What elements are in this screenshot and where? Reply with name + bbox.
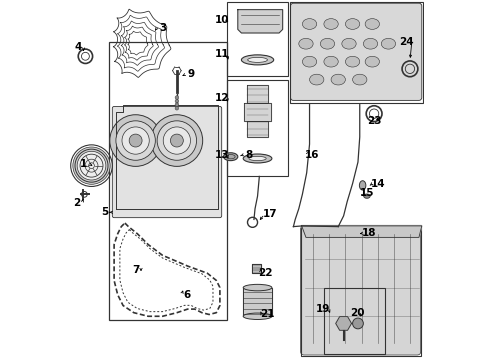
Circle shape bbox=[77, 151, 106, 180]
Ellipse shape bbox=[223, 153, 238, 161]
Text: 16: 16 bbox=[305, 150, 319, 160]
Bar bbox=[227, 80, 288, 176]
Polygon shape bbox=[336, 316, 351, 330]
Circle shape bbox=[157, 121, 196, 160]
Polygon shape bbox=[247, 121, 269, 137]
Ellipse shape bbox=[242, 55, 274, 65]
Text: 9: 9 bbox=[188, 69, 195, 79]
Bar bbox=[324, 288, 385, 354]
Ellipse shape bbox=[365, 56, 379, 67]
Circle shape bbox=[163, 127, 191, 154]
Ellipse shape bbox=[243, 284, 272, 291]
Circle shape bbox=[110, 115, 161, 166]
Circle shape bbox=[73, 147, 110, 184]
Ellipse shape bbox=[302, 56, 317, 67]
Text: 8: 8 bbox=[245, 150, 252, 160]
Circle shape bbox=[122, 127, 149, 154]
Polygon shape bbox=[247, 85, 269, 103]
Ellipse shape bbox=[243, 154, 272, 163]
Circle shape bbox=[175, 99, 179, 103]
Ellipse shape bbox=[353, 74, 367, 85]
Bar bbox=[109, 42, 227, 320]
Ellipse shape bbox=[359, 181, 366, 190]
Circle shape bbox=[353, 318, 364, 329]
Text: 20: 20 bbox=[350, 308, 364, 318]
Circle shape bbox=[151, 115, 203, 166]
Circle shape bbox=[129, 134, 142, 147]
Ellipse shape bbox=[364, 194, 370, 198]
Ellipse shape bbox=[310, 74, 324, 85]
Text: 6: 6 bbox=[183, 290, 191, 300]
FancyBboxPatch shape bbox=[291, 3, 422, 100]
Text: 24: 24 bbox=[399, 37, 414, 47]
Text: 21: 21 bbox=[260, 310, 274, 319]
Ellipse shape bbox=[320, 39, 335, 49]
Ellipse shape bbox=[345, 56, 360, 67]
Ellipse shape bbox=[365, 19, 379, 30]
Polygon shape bbox=[243, 288, 272, 316]
Polygon shape bbox=[238, 10, 283, 33]
Ellipse shape bbox=[302, 19, 317, 30]
Text: 13: 13 bbox=[215, 150, 229, 160]
Ellipse shape bbox=[331, 74, 345, 85]
Polygon shape bbox=[244, 103, 271, 121]
Text: 23: 23 bbox=[367, 116, 381, 126]
Ellipse shape bbox=[247, 57, 268, 62]
Text: 19: 19 bbox=[316, 304, 330, 314]
FancyBboxPatch shape bbox=[112, 107, 221, 218]
Polygon shape bbox=[302, 226, 422, 237]
Ellipse shape bbox=[364, 39, 378, 49]
Circle shape bbox=[175, 103, 179, 107]
Text: 12: 12 bbox=[215, 93, 229, 103]
Circle shape bbox=[175, 107, 179, 110]
Polygon shape bbox=[252, 264, 261, 273]
Circle shape bbox=[175, 96, 179, 99]
Bar bbox=[227, 3, 288, 76]
Circle shape bbox=[171, 134, 183, 147]
Text: 7: 7 bbox=[132, 265, 139, 275]
Ellipse shape bbox=[299, 39, 313, 49]
Circle shape bbox=[116, 121, 155, 160]
Text: 3: 3 bbox=[159, 23, 166, 33]
Ellipse shape bbox=[243, 313, 272, 319]
Text: 22: 22 bbox=[259, 268, 273, 278]
Text: 17: 17 bbox=[263, 209, 277, 219]
Text: 1: 1 bbox=[80, 159, 87, 169]
Text: 2: 2 bbox=[73, 198, 80, 208]
Text: 5: 5 bbox=[101, 207, 108, 217]
Ellipse shape bbox=[324, 19, 338, 30]
Ellipse shape bbox=[324, 56, 338, 67]
Ellipse shape bbox=[249, 156, 266, 161]
Text: 18: 18 bbox=[362, 228, 376, 238]
FancyBboxPatch shape bbox=[300, 226, 421, 355]
Text: 14: 14 bbox=[370, 179, 385, 189]
Ellipse shape bbox=[342, 39, 356, 49]
Ellipse shape bbox=[381, 39, 395, 49]
Ellipse shape bbox=[345, 19, 360, 30]
Text: 10: 10 bbox=[215, 15, 229, 26]
Text: 15: 15 bbox=[360, 188, 374, 198]
Bar bbox=[290, 3, 422, 103]
Text: 11: 11 bbox=[215, 49, 229, 59]
Text: 4: 4 bbox=[74, 42, 82, 52]
Bar bbox=[300, 225, 421, 356]
